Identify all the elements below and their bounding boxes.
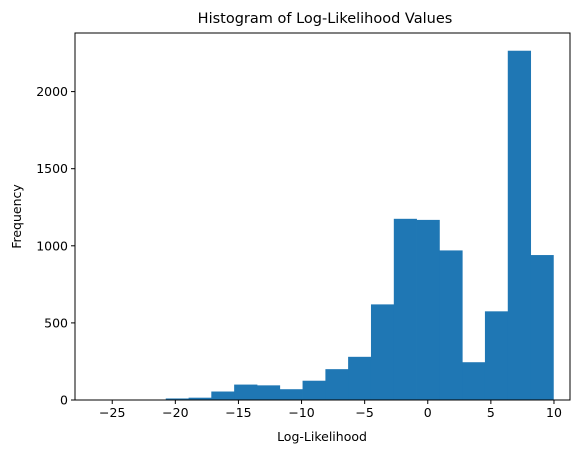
histogram-bar (439, 250, 463, 400)
histogram-bar (370, 304, 395, 400)
y-tick-label: 2000 (36, 84, 68, 99)
x-tick-label: 0 (424, 405, 432, 420)
histogram-bar (325, 369, 349, 400)
histogram-bar (188, 397, 212, 400)
y-axis-label: Frequency (9, 184, 24, 249)
histogram-bar (257, 385, 281, 400)
y-tick-label: 0 (60, 393, 68, 408)
x-tick-label: −5 (355, 405, 373, 420)
histogram-bar (211, 391, 235, 400)
histogram-bar (279, 389, 303, 400)
chart-title: Histogram of Log-Likelihood Values (198, 11, 453, 27)
histogram-bar (484, 311, 509, 400)
histogram-bar (393, 218, 417, 400)
histogram-bars (97, 50, 554, 400)
x-tick-label: 10 (546, 405, 562, 420)
x-tick-label: −10 (288, 405, 314, 420)
histogram-bar (348, 356, 372, 400)
x-axis-label: Log-Likelihood (277, 429, 367, 444)
x-axis: −25 −20 −15 −10 −5 0 5 10 (99, 400, 562, 420)
y-tick-label: 1500 (36, 161, 68, 176)
x-tick-label: 5 (487, 405, 495, 420)
y-axis: 0 500 1000 1500 2000 (36, 84, 75, 408)
histogram-bar (416, 219, 440, 400)
y-tick-label: 500 (44, 315, 68, 330)
histogram-bar (302, 380, 326, 400)
y-tick-label: 1000 (36, 238, 68, 253)
x-tick-label: −25 (99, 405, 125, 420)
histogram-bar (165, 398, 189, 400)
histogram-bar (462, 362, 486, 400)
histogram-bar (234, 384, 258, 400)
histogram-bar (530, 255, 554, 400)
plot-frame (74, 32, 571, 401)
histogram-bar (507, 50, 532, 400)
x-tick-label: −15 (225, 405, 251, 420)
x-tick-label: −20 (162, 405, 188, 420)
